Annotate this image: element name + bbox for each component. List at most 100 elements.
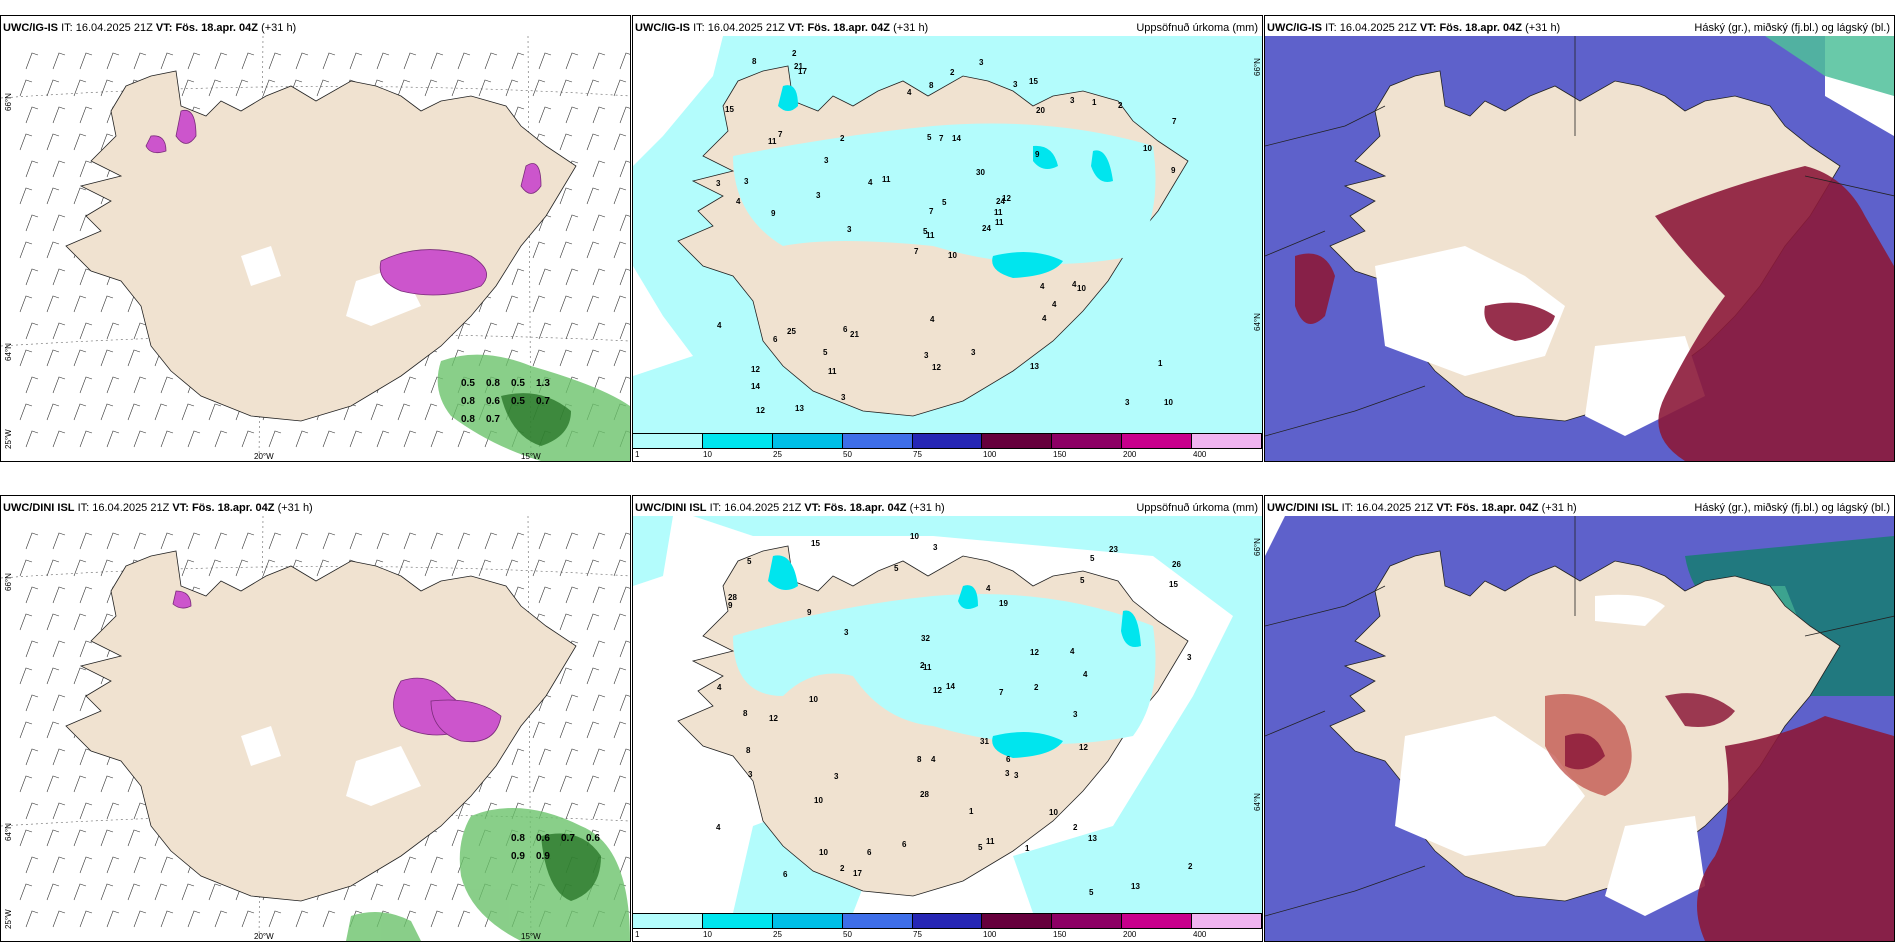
accum-value-label: 10 [910, 532, 919, 541]
snow-areas [145, 109, 542, 296]
wind-barb [565, 586, 579, 604]
wind-barb [586, 559, 600, 577]
wind-barb [52, 586, 66, 604]
rain-value-labels: 0.5 0.8 0.5 1.3 0.8 0.6 0.5 0.7 0.8 0.7 [461, 378, 550, 425]
lat-label-66: 66°N [4, 573, 13, 591]
wind-barb [376, 532, 390, 550]
wind-barb [52, 322, 66, 340]
lat-label-64: 64°N [1253, 313, 1262, 331]
panel-title-right: Uppsöfnuð úrkoma (mm) [1136, 22, 1258, 34]
accum-value-label: 11 [986, 837, 995, 846]
accum-value-label: 5 [823, 348, 828, 357]
wind-barb [73, 883, 87, 901]
wind-barb [25, 802, 39, 820]
accum-value-label: 11 [828, 367, 837, 376]
legend-tick-label: 400 [1193, 930, 1207, 939]
accum-value-label: 17 [853, 869, 862, 878]
accum-value-label: 9 [1035, 150, 1040, 159]
cloud-map [1265, 516, 1894, 941]
accum-value-label: 26 [1172, 560, 1181, 569]
legend-swatch [772, 434, 843, 448]
wind-barb [316, 559, 330, 577]
wind-barb [403, 856, 417, 874]
wind-barb [511, 748, 525, 766]
wind-barb [25, 748, 39, 766]
wind-barb [19, 187, 33, 205]
accum-value-label: 2 [1188, 862, 1193, 871]
lat-label-66: 66°N [1253, 538, 1262, 556]
legend-tick-label: 100 [983, 450, 997, 459]
wind-barb [511, 268, 525, 286]
wind-barb [559, 667, 573, 685]
iceland-land [65, 550, 577, 902]
wind-barb [79, 160, 93, 178]
accum-value-label: 4 [1072, 280, 1077, 289]
wind-barb [532, 79, 546, 97]
wind-barb [241, 52, 255, 70]
wind-barb [73, 295, 87, 313]
wind-barb [619, 694, 630, 712]
wind-barb [559, 349, 573, 367]
wind-barb [79, 52, 93, 70]
wind-barb [133, 322, 147, 340]
legend-swatch [1122, 434, 1193, 448]
accum-value-label: 23 [1109, 545, 1118, 554]
accum-value-label: 13 [1131, 882, 1140, 891]
wind-barb [397, 883, 411, 901]
panel-header: UWC/DINI ISL IT: 16.04.2025 21Z VT: Fös.… [3, 502, 313, 514]
wind-barb [46, 667, 60, 685]
rain-value-label: 0.7 [536, 396, 550, 407]
wind-barb [370, 883, 384, 901]
iceland-land [65, 70, 577, 422]
wind-barb [424, 883, 438, 901]
legend-swatch [982, 914, 1053, 928]
wind-barb [100, 829, 114, 847]
wind-barb [52, 268, 66, 286]
accum-value-label: 4 [736, 197, 741, 206]
wind-barb [19, 295, 33, 313]
wind-barb [46, 349, 60, 367]
wind-barb [430, 52, 444, 70]
accum-value-labels: 4342628131219322314121099101183128101315… [716, 532, 1193, 897]
legend-tick-label: 1 [635, 930, 640, 939]
accum-value-label: 4 [1052, 300, 1057, 309]
wind-barb [79, 586, 93, 604]
wind-barb [133, 802, 147, 820]
accum-value-label: 5 [747, 557, 752, 566]
wind-barb [25, 106, 39, 124]
legend-tick-label: 75 [913, 930, 922, 939]
accum-value-label: 19 [999, 599, 1008, 608]
wind-barb [25, 376, 39, 394]
wind-barb [457, 910, 471, 928]
wind-barb [46, 241, 60, 259]
wind-barb [154, 403, 168, 421]
accum-value-label: 8 [752, 57, 757, 66]
accum-value-label: 3 [844, 628, 849, 637]
panel-r1-precip-wind: UWC/IG-IS IT: 16.04.2025 21Z VT: Fös. 18… [0, 15, 631, 462]
wind-barb [511, 52, 525, 70]
wind-barb [397, 559, 411, 577]
accum-value-label: 3 [744, 177, 749, 186]
accum-value-label: 9 [728, 601, 733, 610]
legend-tick-label: 25 [773, 930, 782, 939]
wind-barb [241, 430, 255, 448]
wind-barb [79, 268, 93, 286]
wind-barb [25, 856, 39, 874]
accum-value-label: 2 [792, 49, 797, 58]
accum-value-label: 15 [811, 539, 820, 548]
wind-barb [187, 910, 201, 928]
wind-barb [52, 160, 66, 178]
wind-barb [613, 349, 627, 367]
wind-barb [619, 322, 630, 340]
wind-barb [181, 883, 195, 901]
wind-barb [46, 79, 60, 97]
wind-barb [25, 160, 39, 178]
rain-value-label: 0.6 [586, 833, 600, 844]
wind-barb [73, 613, 87, 631]
wind-barb [613, 133, 627, 151]
wind-barb [559, 613, 573, 631]
legend-swatch [1052, 434, 1123, 448]
accum-value-label: 6 [867, 848, 872, 857]
accum-value-label: 25 [787, 327, 796, 336]
wind-barb [619, 106, 630, 124]
